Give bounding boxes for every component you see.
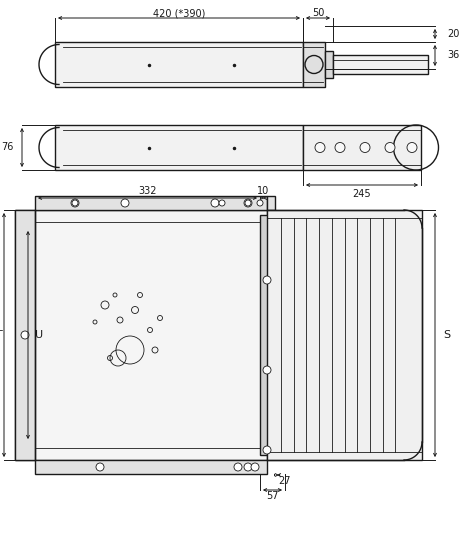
Circle shape (360, 142, 370, 152)
Bar (55, 42, 303, 87)
Circle shape (121, 199, 129, 207)
Circle shape (385, 142, 395, 152)
Circle shape (234, 463, 242, 471)
Bar (55, 125, 303, 170)
Text: 27: 27 (278, 476, 291, 486)
Bar (303, 42, 325, 87)
Bar (303, 125, 421, 170)
Text: S: S (443, 330, 450, 340)
Circle shape (407, 142, 417, 152)
Circle shape (263, 276, 271, 284)
Circle shape (263, 366, 271, 374)
Bar (267, 196, 275, 210)
Bar (15, 210, 35, 460)
Text: 50: 50 (312, 8, 324, 18)
Bar (35, 196, 267, 210)
Circle shape (219, 200, 225, 206)
Text: 57: 57 (266, 491, 279, 501)
Circle shape (315, 142, 325, 152)
Circle shape (96, 463, 104, 471)
Circle shape (245, 200, 251, 206)
Circle shape (71, 199, 79, 207)
Text: 10: 10 (257, 186, 270, 196)
Text: T: T (0, 330, 3, 340)
Circle shape (244, 199, 252, 207)
Bar (333, 55, 428, 74)
Text: 332: 332 (138, 186, 157, 196)
Circle shape (21, 331, 29, 339)
Circle shape (244, 463, 252, 471)
Circle shape (263, 446, 271, 454)
Bar (267, 210, 422, 460)
Bar (260, 215, 274, 455)
Circle shape (335, 142, 345, 152)
Text: 20: 20 (447, 29, 459, 39)
Text: U: U (35, 330, 43, 340)
Text: 76: 76 (1, 142, 14, 152)
Text: 245: 245 (353, 189, 371, 199)
Circle shape (211, 199, 219, 207)
Circle shape (257, 200, 263, 206)
Bar (15, 210, 267, 460)
Bar (325, 51, 333, 78)
Bar (35, 460, 267, 474)
Text: 420 (*390): 420 (*390) (153, 8, 205, 18)
Circle shape (72, 200, 78, 206)
Text: 36: 36 (447, 50, 459, 61)
Circle shape (251, 463, 259, 471)
